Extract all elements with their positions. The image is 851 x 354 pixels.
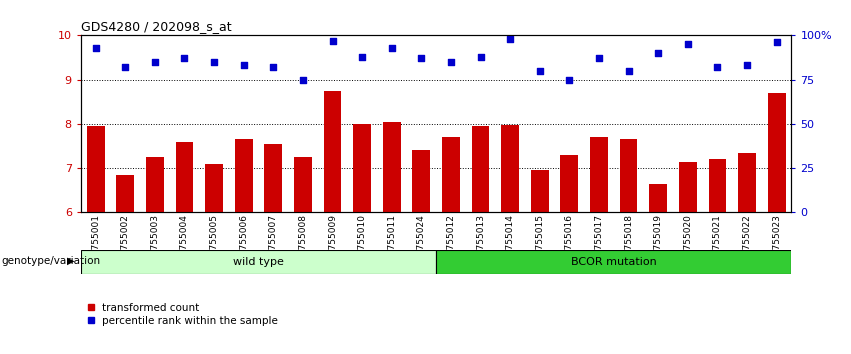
Point [208, 59, 221, 65]
Bar [738, 153, 756, 212]
Text: ▶: ▶ [67, 256, 75, 266]
Bar [442, 137, 460, 212]
Text: GDS4280 / 202098_s_at: GDS4280 / 202098_s_at [81, 20, 231, 33]
Bar [531, 170, 549, 212]
Point [266, 64, 280, 70]
Bar [679, 161, 697, 212]
Bar [709, 159, 726, 212]
Text: wild type: wild type [233, 257, 284, 267]
Bar [323, 91, 341, 212]
Point [474, 54, 488, 59]
Point [770, 40, 784, 45]
Point [444, 59, 458, 65]
Point [563, 77, 576, 82]
Point [622, 68, 636, 74]
Point [711, 64, 724, 70]
Point [385, 45, 398, 51]
Point [89, 45, 102, 51]
Bar [87, 126, 105, 212]
Bar [265, 144, 283, 212]
Point [326, 38, 340, 44]
Point [296, 77, 310, 82]
Bar [205, 164, 223, 212]
Bar [501, 125, 519, 212]
Point [740, 63, 754, 68]
Point [118, 64, 132, 70]
Bar [413, 150, 431, 212]
Point [503, 36, 517, 42]
Text: BCOR mutation: BCOR mutation [571, 257, 657, 267]
Text: genotype/variation: genotype/variation [2, 256, 100, 266]
Bar [383, 122, 401, 212]
Bar [353, 124, 371, 212]
Bar [146, 157, 163, 212]
Point [237, 63, 250, 68]
Point [414, 56, 428, 61]
Point [651, 50, 665, 56]
Bar [471, 126, 489, 212]
Point [533, 68, 546, 74]
Point [178, 56, 191, 61]
Point [592, 56, 606, 61]
Bar [768, 93, 785, 212]
Bar [81, 250, 436, 274]
Point [148, 59, 162, 65]
Bar [620, 139, 637, 212]
Point [681, 41, 694, 47]
Bar [436, 250, 791, 274]
Bar [649, 184, 667, 212]
Bar [175, 142, 193, 212]
Legend: transformed count, percentile rank within the sample: transformed count, percentile rank withi… [86, 303, 277, 326]
Bar [117, 175, 134, 212]
Bar [590, 137, 608, 212]
Bar [235, 139, 253, 212]
Bar [561, 155, 578, 212]
Bar [294, 157, 311, 212]
Point [356, 54, 369, 59]
